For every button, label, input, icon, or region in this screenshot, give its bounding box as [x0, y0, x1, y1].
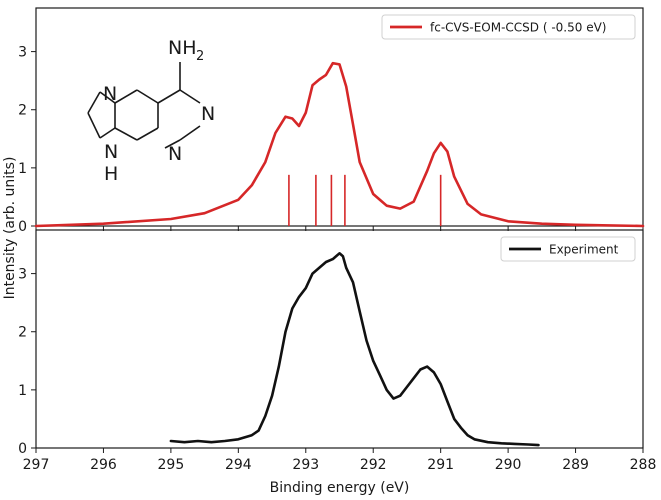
top-y-tick-label: 2	[18, 103, 27, 119]
top-series-line-0	[34, 61, 645, 228]
molecule-label-nh: NH	[168, 37, 197, 59]
bottom-panel-frame	[35, 229, 644, 449]
x-tick-label: 289	[562, 457, 589, 473]
bottom-series-line-0	[169, 252, 540, 447]
x-tick-label: 295	[158, 457, 185, 473]
x-tick-label: 294	[225, 457, 252, 473]
molecule-label-subscript-2: 2	[196, 49, 204, 64]
x-tick-label: 290	[495, 457, 522, 473]
molecule-label-n-pyrimidine-right: N	[201, 103, 215, 125]
x-tick-label: 296	[90, 457, 117, 473]
bottom-y-tick-label: 2	[18, 325, 27, 341]
molecule-label-n-imidazole-top: N	[103, 83, 117, 105]
x-tick-label: 288	[630, 457, 657, 473]
bottom-y-tick-label: 0	[18, 441, 27, 457]
molecule-label-n-pyrimidine-bottom: N	[168, 143, 182, 165]
x-axis-label: Binding energy (eV)	[270, 480, 410, 496]
bottom-y-tick-label: 3	[18, 267, 27, 283]
top-legend-box	[381, 14, 636, 40]
adenine-structure-inset: NH 2 N N N N H	[87, 37, 215, 185]
x-tick-label: 291	[427, 457, 454, 473]
top-y-tick-label: 3	[18, 45, 27, 61]
molecule-label-h: H	[104, 163, 118, 185]
x-tick-label: 292	[360, 457, 387, 473]
bottom-y-tick-label: 1	[18, 383, 27, 399]
top-y-tick-label: 0	[18, 219, 27, 235]
bottom-legend-box	[500, 236, 636, 262]
x-tick-label: 293	[292, 457, 319, 473]
y-axis-label: Intensity (arb. units)	[2, 157, 18, 300]
top-y-tick-label: 1	[18, 161, 27, 177]
bottom-legend-label: Experiment	[549, 243, 619, 257]
top-panel-frame	[35, 7, 644, 227]
molecule-label-n-imidazole-bottom: N	[104, 141, 118, 163]
x-tick-label: 297	[23, 457, 50, 473]
top-legend-label: fc-CVS-EOM-CCSD ( -0.50 eV)	[430, 21, 606, 35]
